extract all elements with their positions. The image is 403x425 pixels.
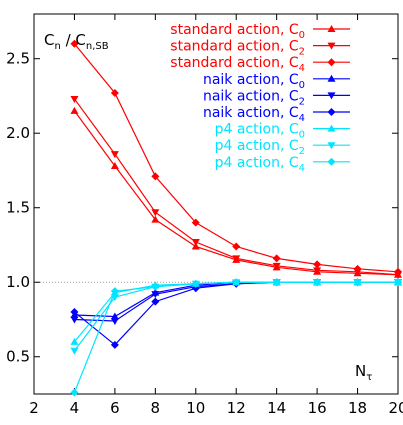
x-tick-label: 6 [110, 399, 120, 417]
x-tick-label: 12 [227, 399, 246, 417]
legend-label: naik action, C0 [203, 72, 305, 91]
legend-label: naik action, C2 [203, 88, 305, 107]
x-tick-label: 4 [70, 399, 80, 417]
diamond-marker [353, 264, 362, 273]
diamond-marker [313, 260, 322, 269]
triangle-up-marker [327, 25, 336, 32]
diamond-marker [353, 278, 362, 287]
y-tick-label: 2.5 [6, 50, 30, 68]
diamond-marker [191, 218, 200, 227]
diamond-marker [394, 278, 402, 287]
diamond-marker [191, 279, 200, 288]
diamond-marker [232, 278, 241, 287]
triangle-down-marker [110, 317, 119, 325]
y-tick-label: 1.5 [6, 199, 30, 217]
triangle-down-marker [327, 42, 336, 50]
triangle-up-marker [110, 162, 119, 169]
x-tick-label: 8 [151, 399, 161, 417]
triangle-up-marker [70, 106, 79, 114]
triangle-down-marker [191, 239, 200, 246]
y-tick-label: 1.0 [6, 273, 30, 291]
diamond-marker [272, 254, 281, 263]
diamond-marker [313, 278, 322, 287]
x-tick-label: 2 [29, 399, 39, 417]
legend-label: p4 action, C4 [215, 155, 305, 174]
diamond-marker [70, 308, 79, 317]
diamond-marker [327, 58, 336, 67]
x-tick-label: 16 [308, 399, 327, 417]
x-tick-label: 10 [186, 399, 205, 417]
diamond-marker [110, 88, 119, 97]
legend-label: standard action, C2 [170, 39, 305, 58]
triangle-up-marker [110, 312, 119, 320]
diamond-marker [70, 39, 79, 48]
legend-label: standard action, C4 [170, 55, 305, 74]
legend-label: standard action, C0 [170, 22, 305, 41]
triangle-down-marker [151, 209, 160, 217]
y-tick-label: 0.5 [6, 348, 30, 366]
series-8 [70, 278, 402, 397]
diamond-marker [151, 282, 160, 291]
legend-label: naik action, C4 [203, 105, 305, 124]
legend-label: p4 action, C2 [215, 138, 305, 157]
diamond-marker [327, 108, 336, 116]
diamond-marker [70, 388, 79, 397]
triangle-down-marker [70, 95, 79, 103]
triangle-down-marker [110, 151, 119, 159]
x-tick-label: 18 [348, 399, 367, 417]
triangle-down-marker [70, 316, 79, 324]
series-line [74, 281, 398, 322]
series-2 [70, 39, 402, 276]
triangle-up-marker [70, 337, 79, 345]
series-layer [70, 39, 402, 397]
legend-label: p4 action, C0 [215, 122, 305, 141]
triangle-down-marker [232, 255, 241, 263]
diamond-marker [110, 340, 119, 349]
x-tick-label: 14 [267, 399, 286, 417]
series-6 [70, 278, 402, 345]
triangle-down-marker [327, 142, 336, 150]
triangle-down-marker [272, 262, 281, 270]
diamond-marker [151, 297, 160, 306]
diamond-marker [110, 287, 119, 296]
diamond-marker [327, 157, 336, 166]
y-axis-label: Cn / Cn,SB [44, 31, 109, 52]
series-line [73, 281, 398, 393]
triangle-up-marker [327, 74, 336, 82]
diamond-marker [394, 267, 402, 276]
x-axis-label: Nτ [355, 362, 372, 383]
axis-ticks: 2 4 6 8 10 12 14 16 18 20 0.5 1.0 1.5 2.0 2.5 [6, 14, 403, 417]
triangle-down-marker [313, 267, 322, 275]
triangle-down-marker [327, 92, 336, 100]
triangle-down-marker [151, 291, 160, 299]
triangle-up-marker [151, 215, 160, 223]
y-tick-label: 2.0 [6, 124, 30, 142]
triangle-up-marker [327, 124, 336, 132]
triangle-down-marker [70, 347, 79, 355]
diamond-marker [232, 242, 241, 251]
series-line [73, 281, 398, 352]
diamond-marker [272, 278, 281, 287]
x-tick-label: 20 [388, 399, 403, 417]
plot-frame [33, 13, 399, 395]
diamond-marker [151, 172, 160, 181]
